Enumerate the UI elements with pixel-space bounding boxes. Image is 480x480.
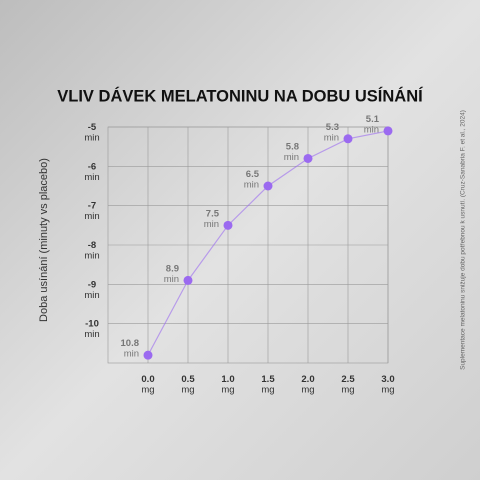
data-point — [263, 181, 273, 191]
data-point — [143, 350, 153, 360]
data-point — [223, 220, 233, 230]
y-tick-label: -10 min — [84, 318, 99, 339]
data-label: 10.8 min — [121, 338, 140, 359]
y-tick-label: -5 min — [84, 122, 99, 143]
data-label: 5.8 min — [284, 141, 299, 162]
x-tick-label: 1.0 mg — [221, 374, 234, 395]
data-label: 7.5 min — [204, 208, 220, 229]
data-point — [183, 275, 193, 285]
y-tick-label: -8 min — [84, 240, 99, 261]
x-tick-label: 3.0 mg — [381, 374, 394, 395]
data-point — [303, 153, 313, 163]
x-tick-label: 2.5 mg — [341, 374, 355, 395]
data-label: 6.5 min — [244, 169, 260, 190]
data-label: 8.9 min — [164, 263, 179, 284]
data-label: 5.3 min — [324, 121, 339, 142]
x-tick-label: 0.5 mg — [181, 374, 195, 395]
y-axis-label: Doba usínání (minuty vs placebo) — [38, 158, 50, 322]
y-tick-label: -9 min — [84, 279, 99, 300]
x-tick-label: 0.0 mg — [141, 374, 154, 395]
y-tick-label: -6 min — [84, 161, 99, 182]
x-tick-label: 2.0 mg — [301, 374, 314, 395]
data-point — [383, 126, 393, 136]
data-point — [343, 134, 353, 144]
chart-title: VLIV DÁVEK MELATONINU NA DOBU USÍNÁNÍ — [57, 86, 423, 105]
y-tick-label: -7 min — [84, 200, 99, 221]
data-label: 5.1 min — [364, 113, 380, 134]
x-tick-label: 1.5 mg — [261, 374, 275, 395]
source-note: Suplementace melatoninu snižuje dobu pot… — [460, 110, 467, 370]
